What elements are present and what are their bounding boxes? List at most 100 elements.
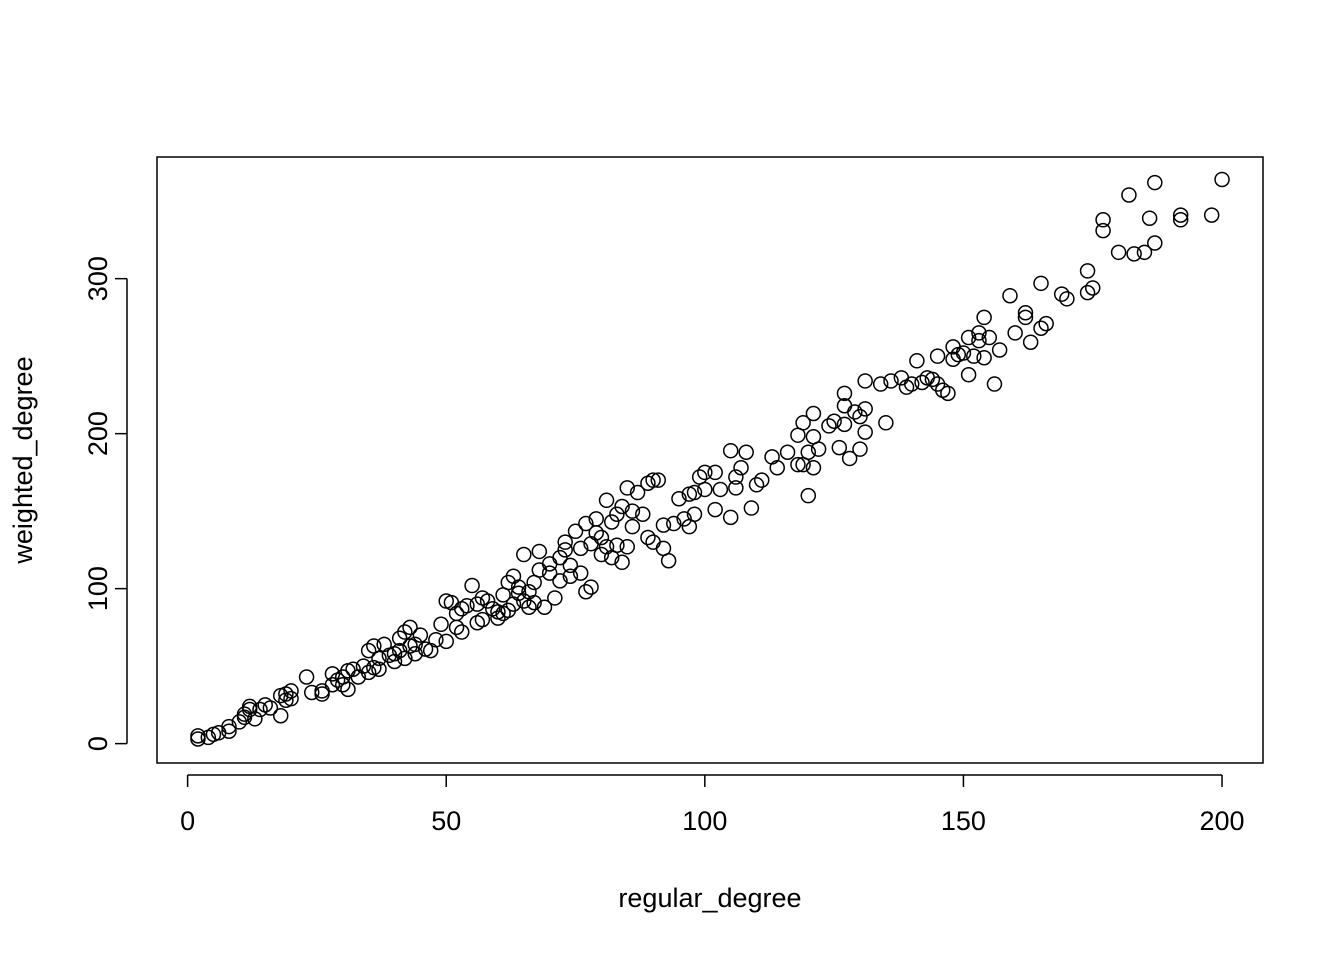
point [991,342,1008,358]
point [510,579,527,595]
point [609,506,625,522]
point [971,325,987,341]
point [443,594,460,611]
point [190,728,206,744]
y-tick-label: 200 [83,411,113,456]
point [712,481,729,498]
point [412,627,429,643]
point [1214,171,1230,188]
point [1038,315,1054,332]
point [707,501,723,518]
point [1002,287,1018,304]
x-tick-label: 50 [431,806,461,836]
point [505,568,522,584]
point [283,690,299,707]
point [572,540,589,557]
point [510,585,527,602]
point [402,619,418,636]
point [629,484,646,501]
point [779,444,796,461]
point [562,557,579,574]
point [479,593,496,609]
point [552,549,568,566]
x-axis-label: regular_degree [618,883,801,913]
point [1095,222,1111,239]
point [857,424,873,440]
point [795,415,811,431]
point [298,669,315,685]
point [360,664,377,681]
point [335,676,351,693]
point [857,401,873,417]
y-tick-label: 300 [83,256,113,301]
point [934,382,951,399]
point [738,444,754,461]
point [1079,284,1096,301]
point [624,503,641,519]
point [960,329,977,346]
point [283,683,299,699]
point [557,534,573,550]
point [960,367,977,383]
point [567,523,584,540]
point [800,487,817,504]
point [231,714,248,730]
point [836,385,853,402]
point [588,525,604,541]
point [448,619,465,636]
point [764,449,780,465]
point [407,636,423,653]
point [469,614,486,631]
point [345,661,361,677]
point [619,480,635,496]
point [474,590,491,606]
point [619,539,635,555]
point [598,492,615,509]
point [728,469,744,485]
point [614,498,630,515]
point [831,439,848,456]
point [909,353,925,369]
point [1033,320,1049,337]
point [221,718,237,735]
point [686,484,703,501]
point [666,515,682,532]
point [722,509,739,526]
point [697,464,713,481]
point [733,459,749,476]
point [655,517,672,533]
point [753,472,770,488]
point [324,676,341,693]
point [676,511,692,527]
point [686,506,703,522]
point [609,537,625,553]
plot-frame [156,156,1264,764]
point [821,418,837,434]
point [371,661,387,677]
point [583,579,599,595]
point [422,642,439,659]
point [852,408,868,425]
point [697,481,713,498]
point [883,373,899,389]
point [541,556,558,572]
point [490,610,506,626]
point [743,500,760,516]
point [500,602,517,619]
point [981,329,998,346]
point [531,543,548,560]
point [1121,187,1137,203]
point [635,506,651,522]
point [624,518,641,535]
point [1053,286,1070,302]
point [1172,207,1189,223]
y-tick-label: 100 [83,566,113,611]
point [872,376,889,392]
point [790,456,806,473]
point [562,568,579,584]
point [826,413,842,430]
point [428,632,444,648]
point [805,405,822,422]
point [433,616,449,633]
